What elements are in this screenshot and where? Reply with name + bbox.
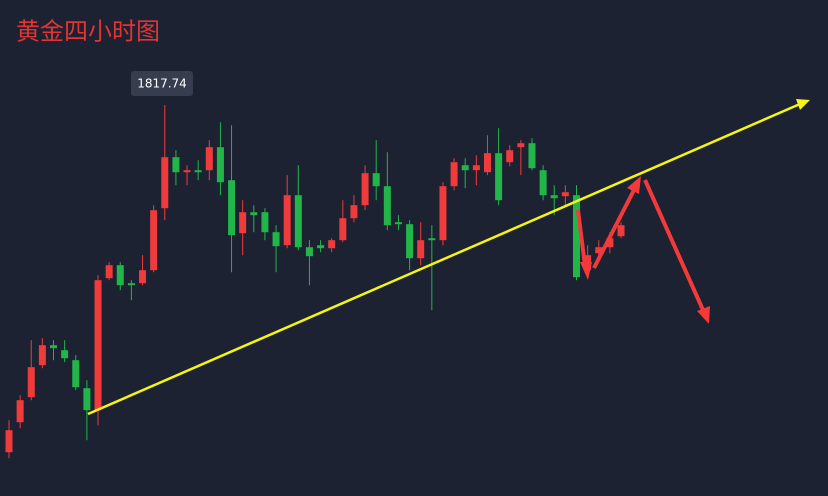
candle-body xyxy=(483,153,491,173)
candle-body xyxy=(294,195,302,248)
candle-body xyxy=(27,367,35,398)
price-tooltip xyxy=(131,71,193,96)
arrow-head xyxy=(580,262,592,280)
candle-body xyxy=(472,165,480,171)
candle-body xyxy=(72,360,80,388)
candle-body xyxy=(5,430,13,453)
candle-body xyxy=(194,170,202,173)
candle-body xyxy=(328,240,336,249)
arrow-head xyxy=(627,176,641,194)
candle-body xyxy=(94,280,102,411)
trend-arrow-head xyxy=(796,99,810,110)
high-label: 1817.74 xyxy=(137,77,187,91)
candle-body xyxy=(528,143,536,169)
candle-body xyxy=(428,238,436,241)
candle-body xyxy=(406,224,414,259)
arrow xyxy=(576,209,587,267)
candle-body xyxy=(550,195,558,199)
candle-body xyxy=(383,186,391,226)
candle-body xyxy=(450,162,458,187)
candle-body xyxy=(205,147,213,171)
candle-body xyxy=(172,157,180,173)
arrow xyxy=(643,179,705,311)
candle-body xyxy=(250,212,258,216)
arrow-head xyxy=(697,306,710,324)
candle-body xyxy=(127,283,135,286)
candle-body xyxy=(161,157,169,209)
candle-body xyxy=(261,212,269,233)
candle-body xyxy=(16,400,24,423)
arrow xyxy=(592,189,636,269)
candle-body xyxy=(38,345,46,366)
trend-line xyxy=(87,102,801,416)
candle-body xyxy=(517,143,525,148)
candle-body xyxy=(617,225,625,237)
candle-body xyxy=(83,388,91,411)
candle-body xyxy=(561,192,569,197)
candle-body xyxy=(272,232,280,247)
candle-body xyxy=(50,345,58,349)
candle-body xyxy=(461,165,469,171)
candle-body xyxy=(595,247,603,254)
candle-body xyxy=(506,150,514,163)
candle-body xyxy=(183,170,191,173)
candle-body xyxy=(350,205,358,219)
candle-body xyxy=(417,240,425,259)
candle-body xyxy=(495,153,503,201)
forecast-arrows xyxy=(576,176,710,324)
candle-body xyxy=(116,265,124,286)
candle-body xyxy=(61,350,69,359)
candle-body xyxy=(339,218,347,241)
candle-body xyxy=(317,245,325,249)
candles xyxy=(5,105,625,459)
chart-title: 黄金四小时图 xyxy=(16,18,160,46)
candle-body xyxy=(394,222,402,225)
candle-body xyxy=(606,238,614,248)
candle-body xyxy=(216,147,224,183)
candle-body xyxy=(361,173,369,206)
candle-body xyxy=(150,210,158,271)
candle-body xyxy=(572,195,580,278)
candle-body xyxy=(228,180,236,236)
candle-body xyxy=(372,173,380,187)
candle-body xyxy=(139,270,147,284)
candle-body xyxy=(305,247,313,257)
candle-body xyxy=(105,265,113,279)
candle-body xyxy=(283,195,291,246)
candle-body xyxy=(239,212,247,234)
candle-body xyxy=(439,186,447,241)
candle-body xyxy=(539,170,547,196)
